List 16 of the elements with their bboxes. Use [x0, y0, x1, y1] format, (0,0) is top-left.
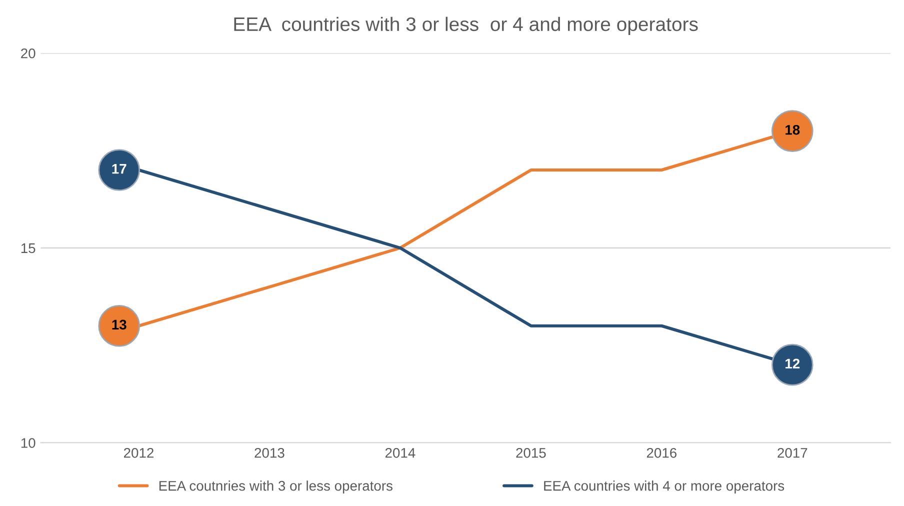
legend-label: EEA countries with 4 or more operators	[544, 480, 784, 494]
x-tick-label: 2014	[385, 448, 416, 458]
x-tick-label: 2013	[254, 448, 284, 458]
data-label: 12	[786, 358, 800, 368]
chart-title: EEA countries with 3 or less or 4 and more operators	[234, 16, 698, 35]
legend-label: EEA coutnries with 3 or less operators	[159, 480, 392, 494]
y-tick-label: 10	[21, 438, 36, 448]
data-label: 18	[786, 124, 800, 135]
y-tick-label: 20	[21, 48, 36, 58]
y-tick-label: 15	[21, 243, 36, 254]
data-label: 17	[112, 164, 126, 174]
x-tick-label: 2015	[516, 448, 546, 458]
data-label: 13	[112, 320, 126, 330]
x-tick-label: 2017	[778, 448, 808, 458]
x-tick-label: 2012	[124, 448, 154, 458]
x-tick-label: 2016	[646, 448, 676, 458]
